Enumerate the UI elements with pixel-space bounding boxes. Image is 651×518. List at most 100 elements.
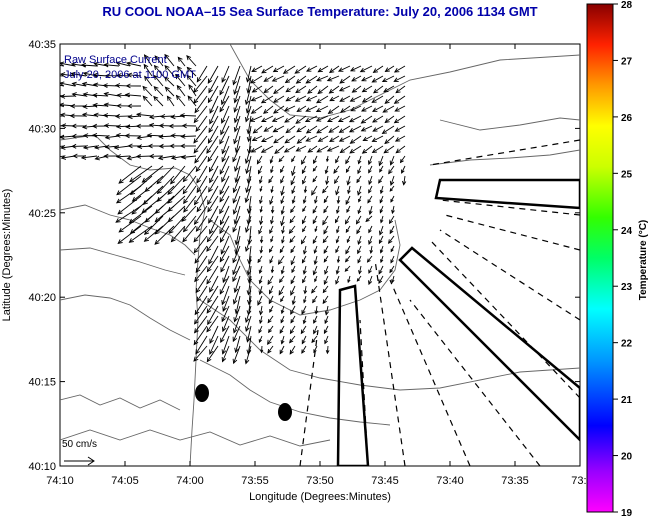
current-vector (195, 255, 208, 273)
current-vector (132, 185, 153, 202)
current-vector (234, 115, 241, 132)
current-vector (259, 265, 263, 274)
colorbar-tick-label: 26 (621, 113, 633, 124)
current-vector (60, 62, 76, 67)
current-vector (206, 315, 219, 332)
current-vector (261, 345, 263, 353)
current-vector (307, 85, 318, 94)
current-vector (118, 165, 142, 184)
current-vector (273, 105, 285, 114)
current-vector (194, 295, 208, 315)
current-vector (345, 255, 351, 262)
current-vector (307, 145, 318, 153)
x-tick-label: 73:45 (371, 475, 399, 487)
current-vector (296, 75, 307, 84)
colorbar-tick-label: 19 (621, 508, 633, 518)
current-vectors (60, 53, 407, 365)
current-vector (313, 315, 318, 324)
current-vector (380, 245, 384, 253)
current-vector (247, 275, 252, 295)
current-vector (323, 275, 329, 285)
current-vector (304, 285, 307, 294)
current-vector (257, 155, 263, 164)
current-vector (234, 105, 241, 123)
current-vector (289, 225, 296, 234)
current-vector (234, 205, 241, 224)
current-vector (362, 85, 373, 93)
current-vector (248, 265, 252, 283)
current-vector (232, 265, 241, 282)
current-vector (380, 215, 384, 223)
current-vector (358, 155, 362, 164)
current-vector (60, 73, 76, 77)
current-vector (357, 185, 362, 196)
current-vector (220, 255, 230, 273)
current-vector (270, 165, 274, 173)
current-vector (235, 335, 241, 353)
current-vector (269, 255, 274, 263)
current-vector (323, 195, 329, 203)
current-vector (302, 205, 307, 212)
current-vector (233, 195, 241, 215)
current-vector (322, 295, 329, 304)
current-vector (209, 335, 219, 355)
current-vector (92, 134, 109, 137)
current-vector (245, 105, 252, 122)
current-vector (357, 245, 362, 254)
current-vector (316, 75, 329, 82)
current-vector (246, 95, 252, 113)
current-vector (368, 225, 373, 233)
current-vector (273, 95, 285, 103)
current-vector (349, 125, 362, 133)
current-vector (104, 93, 120, 97)
current-vector (368, 275, 373, 285)
current-vector (209, 215, 219, 234)
current-vector (193, 85, 208, 104)
current-vector (311, 185, 318, 196)
current-vector (206, 235, 219, 252)
colorbar-tick-label: 21 (621, 395, 633, 406)
x-tick-label: 73:35 (501, 475, 529, 487)
current-vector (235, 225, 241, 245)
current-vector (394, 95, 406, 104)
current-vector (365, 215, 373, 222)
current-vector (350, 95, 362, 102)
current-vector (258, 325, 263, 333)
plot-frame (59, 43, 581, 467)
current-vector (305, 115, 318, 123)
current-vector (251, 105, 263, 114)
current-vector (219, 215, 230, 234)
current-vector (301, 335, 307, 344)
current-vector (394, 115, 406, 124)
current-vector (260, 235, 263, 243)
current-vector (235, 235, 241, 255)
current-vector (289, 335, 296, 343)
current-vector (312, 175, 318, 182)
current-vector (182, 175, 197, 194)
current-vector (219, 75, 230, 95)
current-vector (271, 205, 274, 213)
current-vector (326, 175, 329, 185)
current-vector (390, 155, 395, 165)
current-vector (290, 305, 296, 315)
current-vector (322, 185, 329, 193)
current-vector (314, 195, 318, 204)
current-vector (153, 75, 164, 87)
y-axis-ticks: 40:35 40:30 40:25 40:20 40:15 40:10 (28, 39, 580, 473)
current-vector (314, 255, 318, 265)
current-vector (248, 125, 252, 142)
current-vector (144, 225, 164, 242)
current-vector (235, 135, 241, 153)
x-tick-label: 74:00 (176, 475, 204, 487)
current-vector (232, 325, 241, 342)
current-vector (171, 225, 186, 242)
current-vector (350, 65, 362, 72)
current-vector (153, 96, 164, 107)
current-vector (154, 55, 164, 67)
current-vector (273, 65, 285, 72)
current-vector (196, 195, 208, 212)
current-vector (222, 335, 230, 354)
y-tick-label: 40:35 (28, 39, 56, 51)
current-vector (357, 165, 362, 174)
